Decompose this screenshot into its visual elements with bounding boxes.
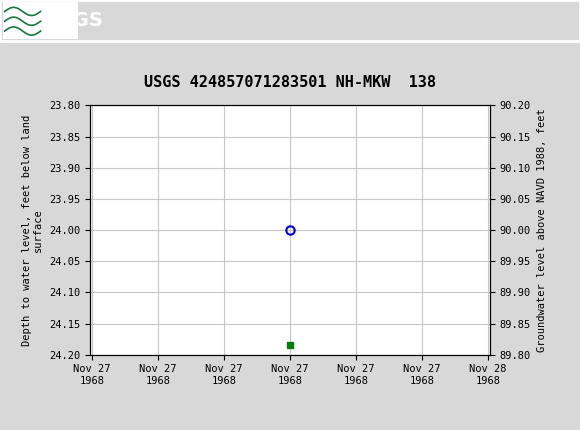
Y-axis label: Groundwater level above NAVD 1988, feet: Groundwater level above NAVD 1988, feet bbox=[536, 108, 546, 352]
Text: USGS 424857071283501 NH-MKW  138: USGS 424857071283501 NH-MKW 138 bbox=[144, 75, 436, 90]
Text: USGS: USGS bbox=[44, 11, 103, 30]
Y-axis label: Depth to water level, feet below land
surface: Depth to water level, feet below land su… bbox=[22, 114, 44, 346]
Bar bbox=[3, 2, 78, 39]
